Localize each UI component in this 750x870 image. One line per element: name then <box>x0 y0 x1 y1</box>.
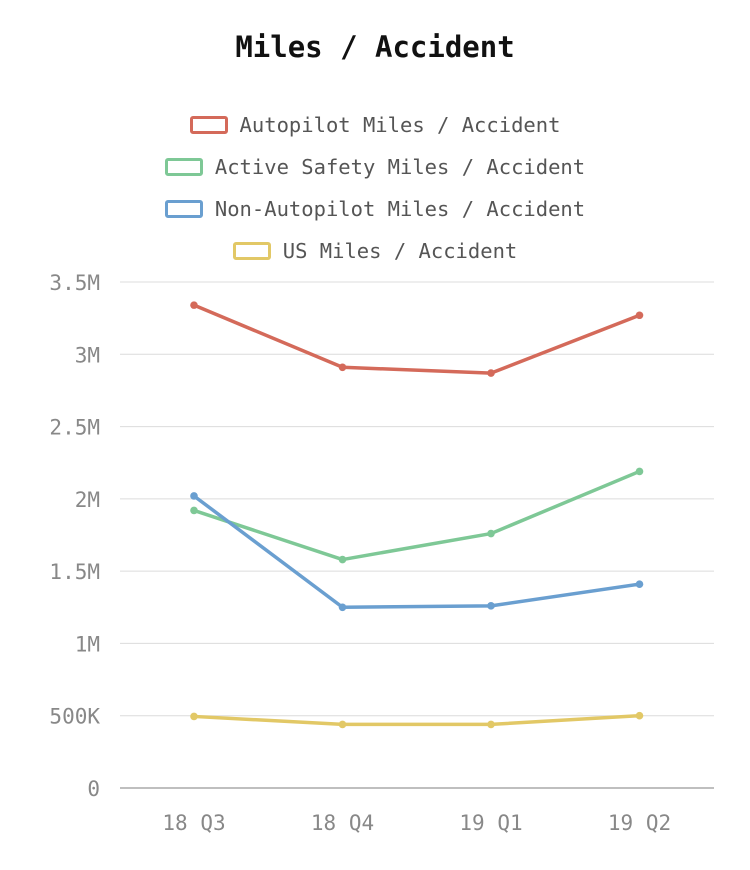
y-tick-label-3: 1.5M <box>49 560 100 584</box>
data-point-3-1 <box>338 720 347 729</box>
legend-item-us[interactable]: US Miles / Accident <box>0 230 750 272</box>
data-point-2-3 <box>635 580 644 588</box>
x-tick-label-1: 18 Q4 <box>311 811 374 835</box>
y-tick-label-2: 1M <box>75 632 100 656</box>
data-point-1-0 <box>190 506 198 515</box>
data-point-0-1 <box>338 363 347 372</box>
data-point-2-1 <box>338 603 347 612</box>
data-point-2-2 <box>487 602 495 610</box>
legend-label-active-safety: Active Safety Miles / Accident <box>214 155 586 179</box>
legend-swatch-active-safety <box>164 158 203 176</box>
y-tick-label-0: 0 <box>87 777 100 801</box>
legend-label-non-autopilot: Non-Autopilot Miles / Accident <box>214 197 586 221</box>
series-line-0 <box>192 303 642 375</box>
data-point-1-2 <box>487 529 495 538</box>
data-point-0-3 <box>635 311 644 320</box>
data-point-3-2 <box>487 720 495 729</box>
data-point-0-2 <box>487 369 495 377</box>
y-tick-label-5: 2.5M <box>49 416 100 440</box>
y-tick-label-4: 2M <box>75 488 100 512</box>
x-tick-label-2: 19 Q1 <box>459 811 522 835</box>
y-tick-label-1: 500K <box>49 705 100 729</box>
series-line-3 <box>192 713 642 727</box>
legend-label-us: US Miles / Accident <box>282 239 518 263</box>
data-point-3-3 <box>635 711 644 720</box>
x-tick-label-0: 18 Q3 <box>162 811 225 835</box>
legend-item-non-autopilot[interactable]: Non-Autopilot Miles / Accident <box>0 188 750 230</box>
legend-item-active-safety[interactable]: Active Safety Miles / Accident <box>0 146 750 188</box>
y-tick-label-6: 3M <box>75 343 100 367</box>
chart-title: Miles / Accident <box>235 30 515 64</box>
series-line-2 <box>192 494 642 610</box>
data-point-3-0 <box>190 712 198 721</box>
data-point-0-0 <box>190 301 198 309</box>
legend-swatch-autopilot <box>189 116 228 134</box>
x-tick-label-3: 19 Q2 <box>608 811 671 835</box>
legend-swatch-us <box>232 242 271 260</box>
legend-label-autopilot: Autopilot Miles / Accident <box>239 113 561 137</box>
legend-item-autopilot[interactable]: Autopilot Miles / Accident <box>0 104 750 146</box>
y-tick-label-7: 3.5M <box>49 271 100 295</box>
data-point-1-3 <box>635 467 644 476</box>
data-point-2-0 <box>190 492 198 500</box>
legend-swatch-non-autopilot <box>164 200 203 218</box>
data-point-1-1 <box>338 555 347 564</box>
series-line-1 <box>192 469 642 562</box>
legend: Autopilot Miles / Accident Active Safety… <box>0 104 750 272</box>
